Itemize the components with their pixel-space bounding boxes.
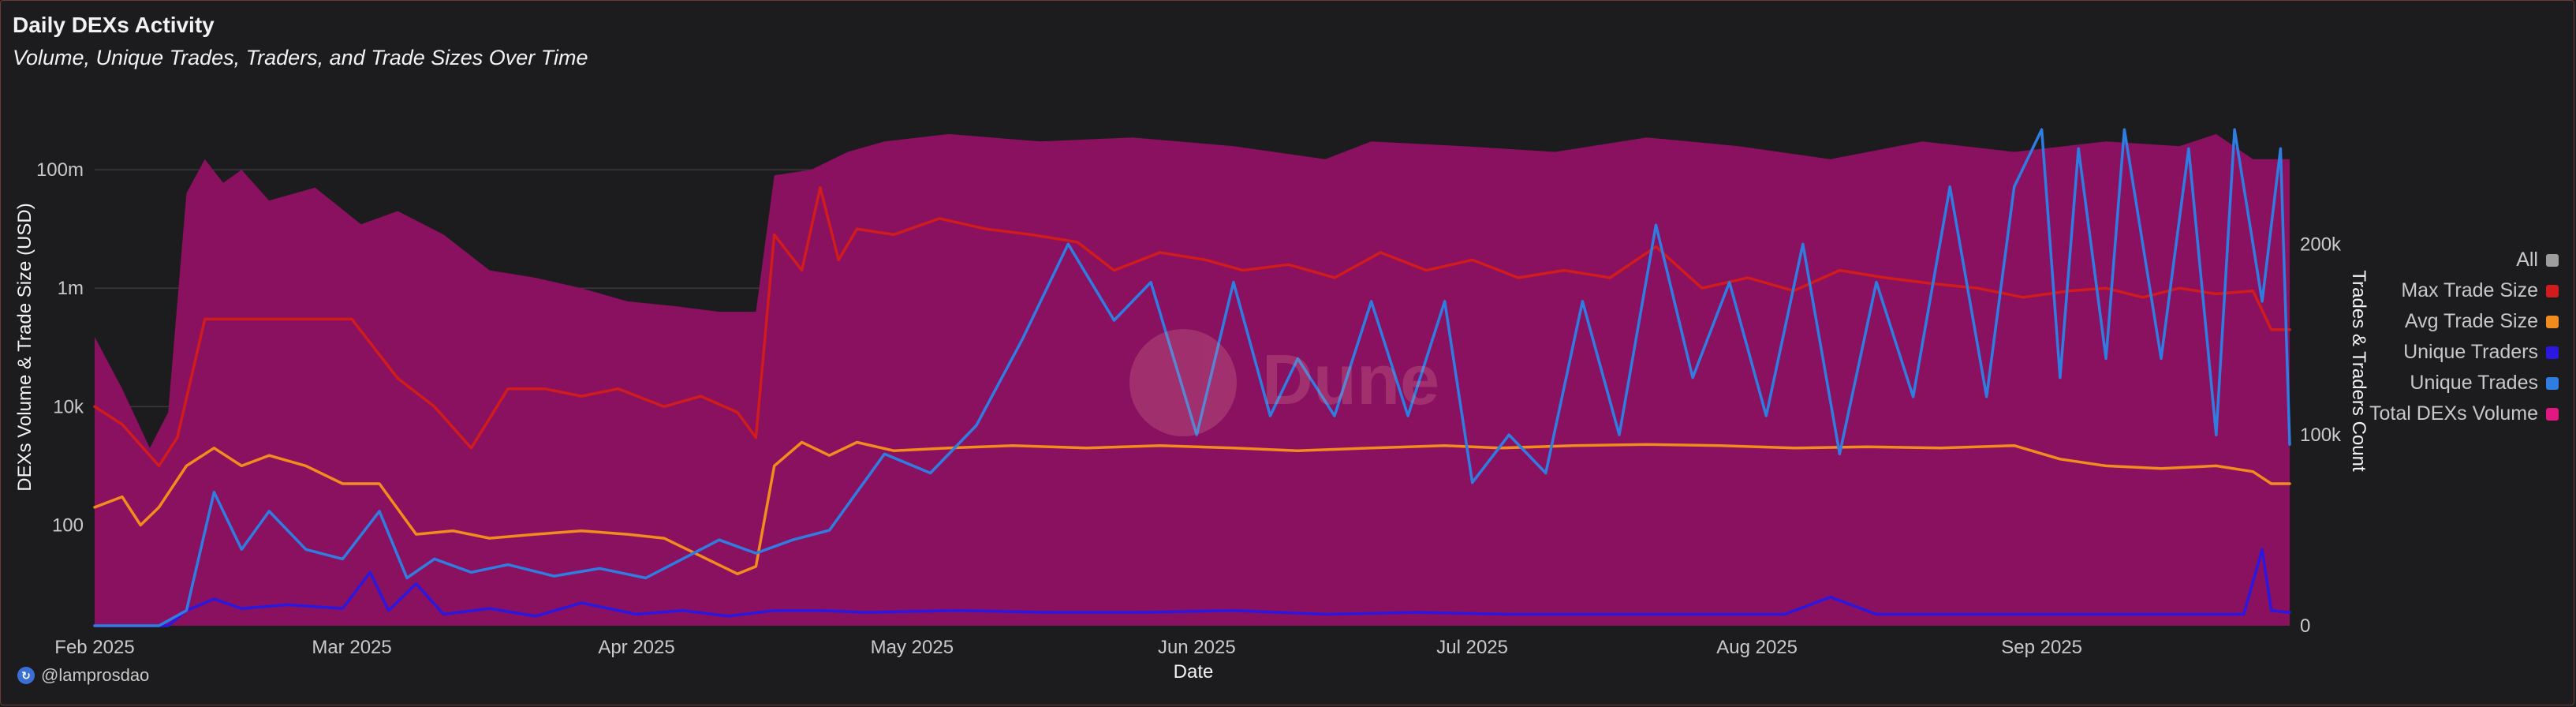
legend-swatch [2546, 253, 2559, 267]
series-line-unique-trades [93, 128, 2291, 627]
chart-legend: All Max Trade Size Avg Trade Size Unique Tr… [2322, 245, 2559, 429]
legend-swatch [2546, 284, 2559, 297]
x-axis-title: Date [1174, 661, 1214, 683]
y-axis-right-title: Trades & Traders Count [2348, 270, 2369, 472]
legend-item-max-trade-size[interactable]: Max Trade Size [2322, 275, 2559, 306]
legend-item-avg-trade-size[interactable]: Avg Trade Size [2322, 306, 2559, 337]
watermark-text: Dune [1262, 341, 1439, 420]
y-left-tick-label: 1m [58, 278, 84, 299]
legend-item-unique-traders[interactable]: Unique Traders [2322, 337, 2559, 368]
chart-subtitle: Volume, Unique Trades, Traders, and Trad… [13, 46, 588, 69]
axes: 100 10k 1m 100m 0 100k 200k Feb 2025 Mar 2025 Apr… [36, 159, 2342, 658]
dune-watermark: Dune [1129, 329, 1439, 436]
legend-swatch [2546, 376, 2559, 390]
watermark-logo [1129, 329, 1237, 436]
y-left-tick-label: 100 [52, 514, 84, 536]
y-right-tick-label: 200k [2300, 234, 2342, 255]
legend-item-total-dexs-volume[interactable]: Total DEXs Volume [2322, 398, 2559, 429]
legend-swatch [2546, 346, 2559, 359]
chart-title: Daily DEXs Activity [13, 13, 215, 37]
legend-label: Max Trade Size [2401, 279, 2538, 301]
series-layer [93, 128, 2291, 627]
x-tick-label: Aug 2025 [1716, 637, 1798, 658]
legend-item-unique-trades[interactable]: Unique Trades [2322, 368, 2559, 398]
y-axis-left-title: DEXs Volume & Trade Size (USD) [14, 203, 35, 491]
attribution-handle: @lamprosdao [41, 665, 150, 685]
x-tick-label: Feb 2025 [54, 637, 134, 658]
legend-swatch [2546, 315, 2559, 328]
legend-swatch [2546, 407, 2559, 421]
dune-logo-icon: ↻ [17, 667, 35, 684]
legend-label: Unique Trades [2410, 372, 2538, 394]
x-tick-label: Jul 2025 [1436, 637, 1508, 658]
legend-label: All [2516, 249, 2538, 271]
x-tick-label: Sep 2025 [2001, 637, 2082, 658]
legend-label: Unique Traders [2403, 341, 2538, 363]
x-tick-label: May 2025 [871, 637, 954, 658]
y-right-tick-label: 100k [2300, 425, 2342, 446]
legend-label: Total DEXs Volume [2369, 402, 2538, 425]
x-tick-label: Jun 2025 [1158, 637, 1236, 658]
x-tick-label: Mar 2025 [312, 637, 391, 658]
legend-label: Avg Trade Size [2404, 310, 2538, 332]
x-tick-label: Apr 2025 [598, 637, 674, 658]
legend-item-all[interactable]: All [2322, 245, 2559, 275]
y-left-tick-label: 10k [53, 396, 84, 417]
series-line-max-trade-size [93, 185, 2291, 468]
series-line-avg-trade-size [93, 440, 2291, 576]
series-line-unique-traders [93, 548, 2291, 627]
series-area-total-dexs-volume [95, 133, 2290, 626]
y-right-tick-label: 0 [2300, 615, 2310, 637]
y-left-tick-label: 100m [36, 159, 84, 181]
attribution[interactable]: ↻ @lamprosdao [17, 665, 149, 686]
